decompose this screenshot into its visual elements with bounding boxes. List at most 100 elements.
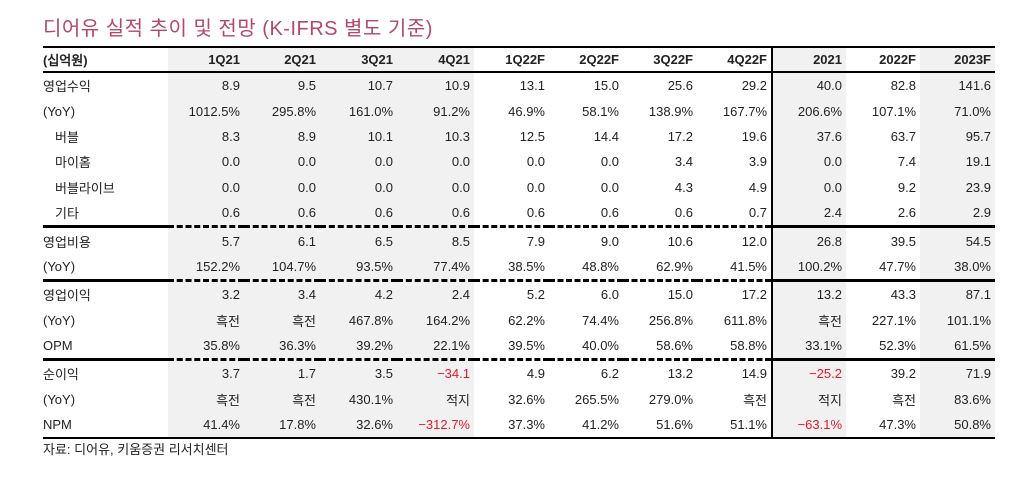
table-cell: 95.7 <box>920 123 995 150</box>
table-cell: 48.8% <box>582 258 619 274</box>
table-cell: 23.9 <box>920 174 995 200</box>
table-cell: 10.1 <box>320 123 397 150</box>
table-cell: 40.0 <box>771 72 846 99</box>
table-cell: 2.9 <box>920 199 995 227</box>
table-cell: 6.0 <box>549 279 623 308</box>
column-header-3q21: 3Q21 <box>320 46 397 73</box>
table-cell: 167.7% <box>722 103 767 119</box>
table-cell: 0.6 <box>168 199 244 227</box>
table-cell: 29.2 <box>741 78 767 94</box>
table-cell: 0.0 <box>526 154 545 170</box>
table-cell: 15.0 <box>623 279 697 308</box>
table-cell: 152.2% <box>168 253 244 281</box>
table-cell: 25.6 <box>667 78 693 94</box>
table-cell: 32.6% <box>508 391 545 407</box>
table-cell: 4.9 <box>474 358 549 387</box>
table-cell: 0.0 <box>320 149 397 175</box>
table-cell: 295.8% <box>244 98 320 124</box>
table-cell: 39.5% <box>508 338 545 354</box>
table-cell: 74.4% <box>582 312 619 328</box>
table-cell: 0.0 <box>244 174 320 200</box>
table-row: OPM 35.8% 36.3% 39.2% 22.1% 39.5% 40.0% 58.6% 58… <box>43 332 995 360</box>
table-cell: 적지 <box>771 386 846 413</box>
table-cell: 0.6 <box>244 199 320 227</box>
table-cell: 4.3 <box>674 179 693 195</box>
table-cell: 8.9 <box>244 123 320 150</box>
table-cell: 54.5 <box>920 225 995 254</box>
table-cell: 32.6% <box>320 412 397 440</box>
row-label: 마이홈 <box>55 155 91 171</box>
table-cell: 10.9 <box>397 72 474 99</box>
table-cell: 흑전 <box>244 386 320 413</box>
table-cell: 8.9 <box>168 72 244 99</box>
table-cell: 138.9% <box>648 103 693 119</box>
table-cell: 22.1% <box>397 332 474 360</box>
table-row: (YoY) 흑전 흑전 430.1% 적지 32.6% 265.5% 279.0% 흑전 적지 흑전… <box>43 386 995 413</box>
table-cell: 흑전 <box>771 307 846 333</box>
table-cell: 227.1% <box>871 312 916 328</box>
table-row: 마이홈 0.0 0.0 0.0 0.0 0.0 0.0 3.4 3.9 0.0 7.4 19.1 <box>43 149 995 175</box>
table-cell: 0.0 <box>168 149 244 175</box>
table-cell: 38.0% <box>920 253 995 281</box>
table-cell: 15.0 <box>593 78 619 94</box>
table-cell: 279.0% <box>648 391 693 407</box>
table-cell: 40.0% <box>582 338 619 354</box>
table-cell: 6.1 <box>244 225 320 254</box>
table-cell: 206.6% <box>771 98 846 124</box>
table-cell: 52.3% <box>879 338 916 354</box>
table-cell: 0.0 <box>600 154 619 170</box>
table-cell: 83.6% <box>920 386 995 413</box>
row-label: (YoY) <box>43 312 76 328</box>
row-label: 버블 <box>55 129 79 145</box>
table-cell: 2.4 <box>397 279 474 308</box>
table-cell: 0.0 <box>600 179 619 195</box>
table-cell: 82.8 <box>890 78 916 94</box>
column-header-2021: 2021 <box>771 46 846 73</box>
table-cell: −312.7% <box>397 412 474 440</box>
table-cell: 흑전 <box>892 392 916 408</box>
table-row: 영업이익 3.2 3.4 4.2 2.4 5.2 6.0 15.0 17.2 13.2 43.3 87… <box>43 279 995 308</box>
row-label: (YoY) <box>43 103 76 119</box>
table-cell: 13.2 <box>623 358 697 387</box>
table-cell: 71.9 <box>920 358 995 387</box>
column-header-2022f: 2022F <box>846 46 920 73</box>
table-cell: 265.5% <box>574 391 619 407</box>
table-row: NPM 41.4% 17.8% 32.6% −312.7% 37.3% 41.2% 51.6%… <box>43 412 995 440</box>
table-cell: 26.8 <box>771 225 846 254</box>
table-cell: 164.2% <box>397 307 474 333</box>
table-cell: −63.1% <box>771 412 846 440</box>
table-cell: 467.8% <box>320 307 397 333</box>
table-row: (YoY) 1012.5% 295.8% 161.0% 91.2% 46.9% 58.1% 1… <box>43 98 995 124</box>
table-cell: 35.8% <box>168 332 244 360</box>
table-cell: 3.9 <box>748 154 767 170</box>
table-cell: 2.4 <box>771 199 846 227</box>
table-cell: 2.6 <box>897 205 916 221</box>
table-cell: 3.7 <box>168 358 244 387</box>
column-header-2023f: 2023F <box>920 46 995 73</box>
table-cell: 62.9% <box>656 258 693 274</box>
table-cell: 3.4 <box>674 154 693 170</box>
row-label: 기타 <box>55 206 79 222</box>
table-cell: 12.0 <box>697 225 772 254</box>
table-cell: 12.5 <box>519 128 545 144</box>
table-cell: −34.1 <box>397 358 474 387</box>
table-cell: 19.6 <box>741 128 767 144</box>
table-cell: 0.6 <box>600 205 619 221</box>
table-row: 영업비용 5.7 6.1 6.5 8.5 7.9 9.0 10.6 12.0 26.8 39.5 54… <box>43 225 995 254</box>
table-title: 디어유 실적 추이 및 전망 (K-IFRS 별도 기준) <box>43 18 433 40</box>
table-cell: 58.1% <box>582 103 619 119</box>
table-cell: 19.1 <box>920 149 995 175</box>
table-cell: 3.2 <box>168 279 244 308</box>
table-cell: 6.5 <box>320 225 397 254</box>
table-cell: 0.0 <box>168 174 244 200</box>
table-cell: 적지 <box>397 386 474 413</box>
table-cell: 13.2 <box>771 279 846 308</box>
table-cell: 8.5 <box>397 225 474 254</box>
table-cell: 4.2 <box>320 279 397 308</box>
column-header-3q22f: 3Q22F <box>623 46 697 73</box>
table-cell: 14.9 <box>697 358 772 387</box>
table-cell: 0.0 <box>397 149 474 175</box>
table-cell: 0.0 <box>320 174 397 200</box>
table-cell: 1.7 <box>244 358 320 387</box>
table-cell: 9.2 <box>897 179 916 195</box>
